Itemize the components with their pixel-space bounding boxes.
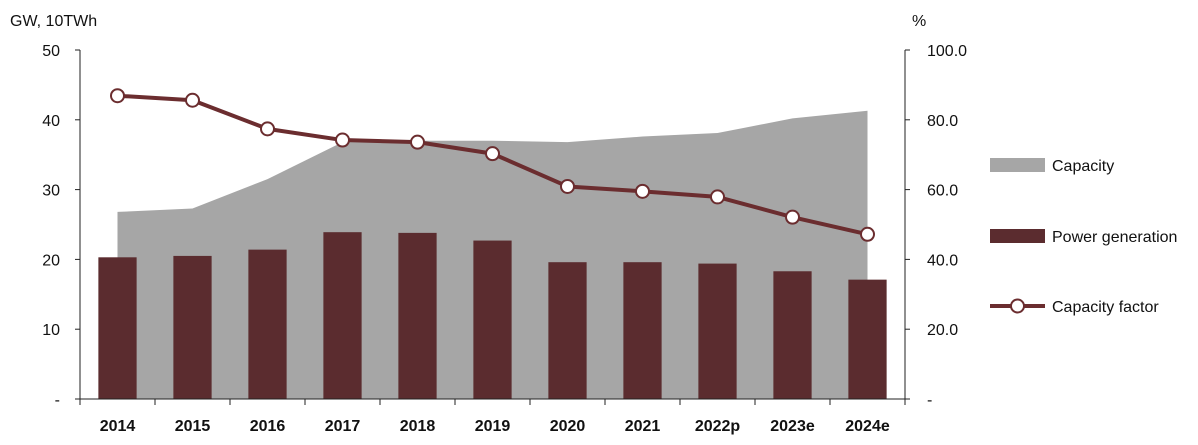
right-tick-label: 100.0 (927, 43, 967, 60)
left-axis-title: GW, 10TWh (10, 13, 97, 30)
x-tick-label: 2024e (845, 418, 890, 435)
left-tick-label: 10 (42, 322, 60, 339)
legend-swatch-capacity-factor-marker (1010, 298, 1025, 314)
x-tick-label: 2018 (400, 418, 436, 435)
power-generation-bar-2021 (623, 262, 662, 399)
capacity-factor-point-2021 (635, 183, 650, 199)
capacity-factor-point-2015 (185, 92, 200, 108)
x-tick-label: 2015 (175, 418, 211, 435)
power-generation-bar-2019 (473, 240, 512, 399)
capacity-factor-point-2020 (560, 178, 575, 194)
legend-label-capacity: Capacity (1052, 158, 1114, 175)
capacity-factor-point-2017 (335, 132, 350, 148)
axes: - 10 20 30 40 50 - 20.0 40.0 60.0 80.0 100.0 2014 201… (10, 13, 967, 435)
capacity-factor-point-2019 (485, 146, 500, 162)
right-tick-label: 80.0 (927, 113, 958, 130)
left-tick-label: 50 (42, 43, 60, 60)
x-tick-label: 2022p (695, 418, 741, 435)
capacity-factor-point-2016 (260, 121, 275, 137)
capacity-factor-point-2014 (110, 88, 125, 104)
power-generation-bar-2023e (773, 271, 812, 399)
capacity-factor-point-2022p (710, 189, 725, 205)
legend-label-capacity-factor: Capacity factor (1052, 299, 1159, 316)
power-generation-bar-2016 (248, 249, 287, 399)
legend-swatch-power-generation (990, 229, 1045, 243)
left-tick-label: 30 (42, 183, 60, 200)
legend: Capacity Power generation Capacity factor (990, 158, 1177, 316)
power-generation-bar-2020 (548, 262, 587, 399)
legend-label-power-generation: Power generation (1052, 229, 1177, 246)
right-tick-label: 60.0 (927, 183, 958, 200)
capacity-factor-line-layer (110, 88, 875, 242)
capacity-factor-point-2023e (785, 209, 800, 225)
capacity-factor-point-2024e (860, 226, 875, 242)
left-tick-label: - (55, 392, 60, 409)
capacity-factor-point-2018 (410, 134, 425, 150)
power-generation-bar-2014 (98, 257, 137, 399)
right-tick-label: 20.0 (927, 322, 958, 339)
power-generation-bar-2015 (173, 255, 212, 399)
power-generation-bar-2024e (848, 279, 887, 399)
right-tick-label: - (927, 392, 932, 409)
x-tick-label: 2016 (250, 418, 286, 435)
x-tick-label: 2014 (100, 418, 136, 435)
x-tick-label: 2021 (625, 418, 661, 435)
left-tick-label: 20 (42, 252, 60, 269)
legend-swatch-capacity (990, 158, 1045, 172)
x-tick-label: 2020 (550, 418, 586, 435)
left-tick-label: 40 (42, 113, 60, 130)
power-generation-bar-2018 (398, 232, 437, 399)
power-generation-bar-2017 (323, 232, 362, 399)
power-generation-bars (98, 232, 887, 399)
x-tick-label: 2019 (475, 418, 511, 435)
x-tick-label: 2023e (770, 418, 815, 435)
right-tick-label: 40.0 (927, 252, 958, 269)
power-generation-bar-2022p (698, 263, 737, 399)
x-tick-label: 2017 (325, 418, 361, 435)
right-axis-title: % (912, 13, 926, 30)
